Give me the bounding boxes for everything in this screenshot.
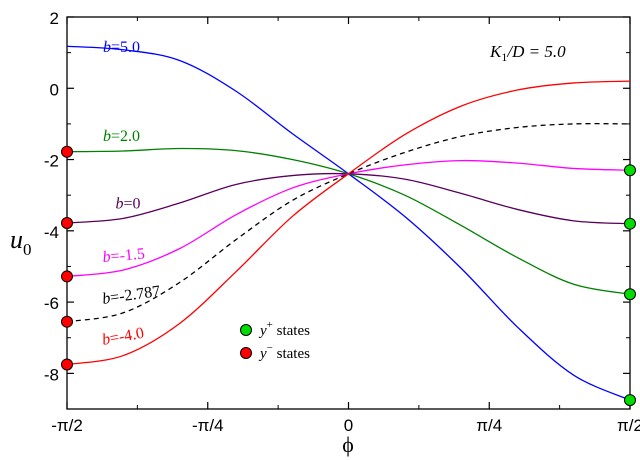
legend-plus-sup: +	[267, 319, 273, 331]
state-markers	[61, 145, 636, 407]
y-plus-marker	[624, 217, 636, 230]
y-minus-marker	[61, 216, 73, 229]
y-minus-marker	[61, 270, 73, 283]
y-tick-label: -8	[44, 365, 59, 384]
annotation-rest: /D = 5.0	[506, 42, 566, 61]
x-tick-label: 0	[344, 416, 353, 435]
x-tick-label: π/4	[476, 416, 502, 435]
legend-marker-minus	[240, 347, 252, 359]
y-plus-marker	[624, 394, 636, 407]
ticks: -π/2 -π/4 0 π/4 π/2 2 0 -2 -4 -6 -8	[44, 9, 640, 435]
curve-label: b=-2.787	[101, 283, 161, 308]
legend: y+ states y− states	[240, 319, 310, 362]
legend-marker-plus	[240, 324, 252, 336]
y-tick-label: 2	[50, 9, 59, 28]
series-line	[66, 123, 631, 323]
legend-label-minus: y− states	[258, 342, 310, 362]
curve-label: b=5.0	[103, 39, 140, 56]
y-tick-label: -2	[44, 152, 59, 171]
series-line	[66, 80, 631, 366]
curve-label: b=2.0	[103, 128, 140, 145]
annotation-main: K	[489, 42, 503, 61]
plot-frame	[66, 16, 631, 410]
curve-label: b=0	[116, 196, 141, 213]
legend-plus-rest: states	[273, 323, 310, 339]
y-axis-symbol: u	[10, 225, 23, 254]
legend-minus-symbol: y	[258, 346, 267, 362]
y-plus-marker	[624, 288, 636, 301]
x-tick-label: -π/4	[192, 416, 224, 435]
y-plus-marker	[624, 164, 636, 177]
y-minus-marker	[61, 145, 73, 158]
y-axis-label: u0	[10, 225, 32, 259]
y-minus-marker	[61, 315, 73, 328]
x-axis-label: ϕ	[342, 432, 354, 457]
curve-labels: b=5.0 b=2.0 b=0 b=-1.5 b=-2.787 b=-4.0	[101, 39, 162, 349]
legend-label-plus: y+ states	[258, 319, 310, 339]
x-tick-label: π/2	[617, 416, 640, 435]
legend-minus-sup: −	[267, 342, 273, 354]
y-tick-label: -6	[44, 294, 59, 313]
y-tick-label: -4	[44, 223, 59, 242]
annotation-sub: 1	[501, 50, 507, 64]
parameter-annotation: K1/D = 5.0	[489, 42, 566, 64]
y-axis-subscript: 0	[23, 240, 32, 259]
legend-plus-symbol: y	[258, 323, 267, 339]
curves	[66, 45, 631, 401]
y-tick-label: 0	[50, 80, 59, 99]
legend-minus-rest: states	[273, 346, 310, 362]
x-tick-label: -π/2	[51, 416, 83, 435]
curve-label: b=-1.5	[102, 246, 146, 267]
curve-label: b=-4.0	[101, 325, 146, 349]
y-minus-marker	[61, 358, 73, 371]
